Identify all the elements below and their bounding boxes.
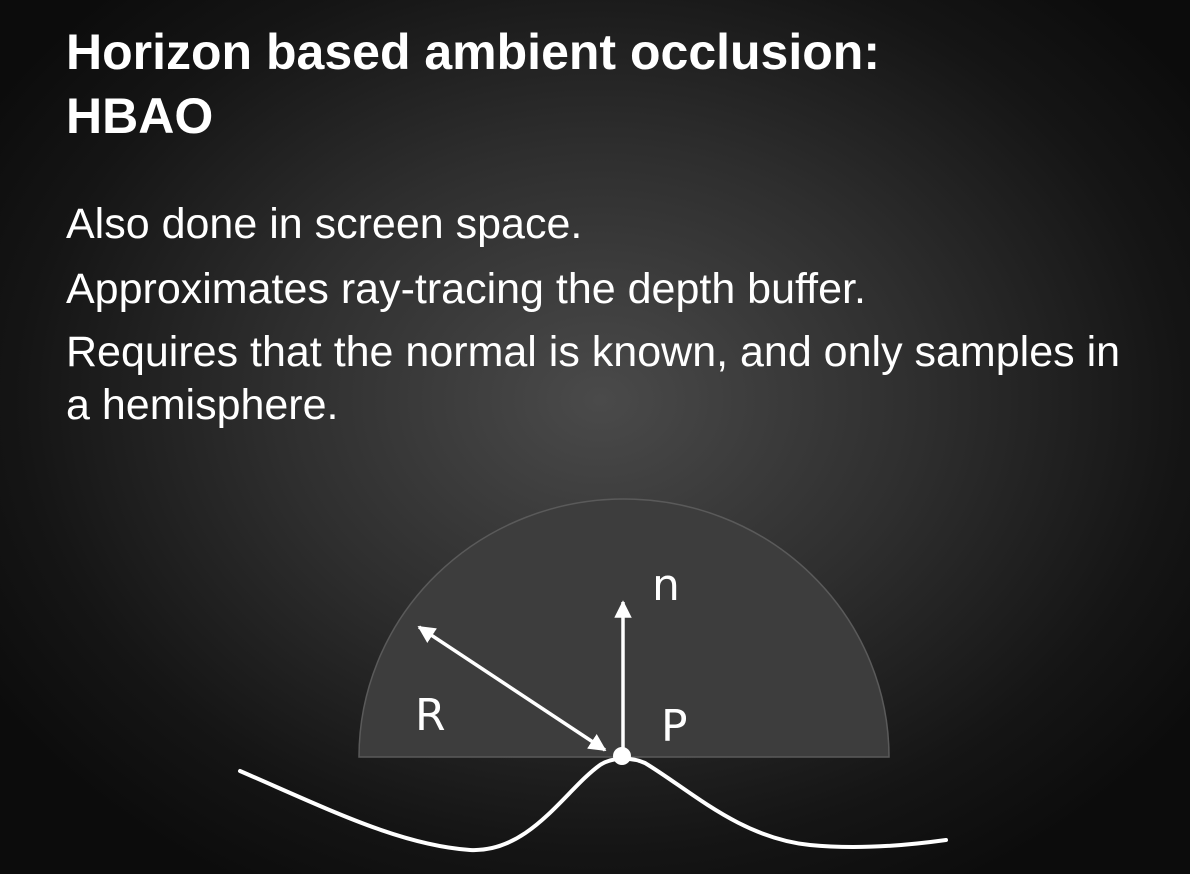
label-p: P xyxy=(661,701,688,752)
surface-curve xyxy=(238,756,948,853)
bullet-item: Approximates ray-tracing the depth buffe… xyxy=(66,265,866,313)
slide-title-line-1: Horizon based ambient occlusion: xyxy=(66,24,880,80)
slide-title: Horizon based ambient occlusion: HBAO xyxy=(66,20,1146,148)
bullet-item: Requires that the normal is known, and o… xyxy=(66,328,1121,429)
label-n: n xyxy=(652,560,680,611)
point-p-dot xyxy=(613,747,631,765)
bullet-item: Also done in screen space. xyxy=(66,200,583,248)
slide-title-line-2: HBAO xyxy=(66,88,214,144)
radius-arrow xyxy=(417,625,607,752)
label-r: R xyxy=(415,690,446,741)
bullet-list: Also done in screen space. Approximates … xyxy=(66,196,1146,441)
